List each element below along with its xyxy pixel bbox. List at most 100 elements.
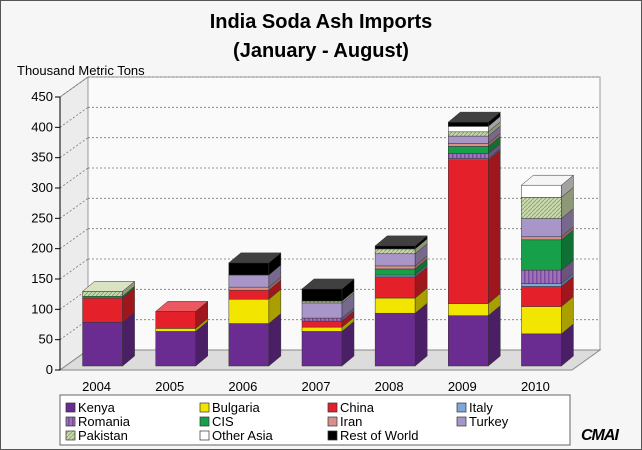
bar-segment xyxy=(228,264,282,288)
legend-item: Turkey xyxy=(456,414,509,429)
legend-label: Bulgaria xyxy=(212,400,260,415)
bar-segment-front xyxy=(448,153,489,159)
legend-swatch xyxy=(327,430,338,441)
bars xyxy=(81,111,575,367)
x-axis: 2004 2005 2006 2007 2008 2009 2010 xyxy=(82,379,550,394)
bar-top xyxy=(447,111,501,123)
chart-title: India Soda Ash Imports xyxy=(210,11,433,33)
y-tick-label: 400 xyxy=(31,119,53,134)
bar-top xyxy=(155,301,209,312)
legend-label: CIS xyxy=(212,414,234,429)
x-tick-label: 2009 xyxy=(448,379,477,394)
bar-top xyxy=(81,281,136,292)
y-tick-label: 0 xyxy=(46,362,53,377)
bar-segment xyxy=(301,292,355,319)
y-axis: 0 50 100 150 200 250 300 350 400 450 xyxy=(31,89,61,377)
bar-segment-front xyxy=(82,291,123,297)
bar-segment-front xyxy=(448,135,489,144)
bar-segment xyxy=(374,266,428,299)
legend-label: Iran xyxy=(340,414,362,429)
bar-segment-front xyxy=(374,312,416,367)
bar-segment xyxy=(155,320,208,367)
bar-segment-front xyxy=(82,295,123,299)
bar-segment-front xyxy=(374,268,416,276)
bar-segment-front xyxy=(374,248,416,255)
bar-segment-front xyxy=(228,323,270,367)
bar-segment-front xyxy=(521,286,562,307)
legend-label: Kenya xyxy=(78,400,116,415)
gridline-depth xyxy=(59,258,89,280)
x-tick-label: 2006 xyxy=(228,379,257,394)
legend-swatch xyxy=(65,402,76,413)
gridline-depth xyxy=(59,137,89,158)
bar-segment-front xyxy=(448,146,489,154)
y-tick-label: 100 xyxy=(31,301,53,316)
legend-label: Italy xyxy=(469,400,493,415)
y-tick-label: 150 xyxy=(31,271,53,286)
x-tick-label: 2005 xyxy=(155,379,184,394)
bar-segment xyxy=(82,287,135,323)
bar-segment-front xyxy=(521,306,562,335)
legend-box xyxy=(59,394,571,446)
bar-segment-front xyxy=(374,265,416,270)
legend-swatch xyxy=(456,402,467,413)
bar-segment xyxy=(374,235,428,250)
bar-segment-front xyxy=(374,276,416,299)
bar-segment-front xyxy=(448,126,489,133)
bar-segment-front xyxy=(448,143,489,147)
bar-segment-front xyxy=(155,331,196,367)
bar-segment-front xyxy=(521,184,562,198)
x-tick-label: 2007 xyxy=(302,379,331,394)
bar-segment-front xyxy=(155,328,196,332)
bar-segment-front xyxy=(301,317,343,322)
legend-label: Turkey xyxy=(469,414,509,429)
legend-item: Bulgaria xyxy=(199,400,260,415)
x-tick-label: 2008 xyxy=(375,379,404,394)
legend-item: Iran xyxy=(327,414,362,429)
bar-segment-front xyxy=(301,302,343,319)
bar-segment-side xyxy=(414,302,428,367)
bar-segment-front xyxy=(374,297,416,314)
bar-segment xyxy=(155,300,209,329)
bar-segment-front xyxy=(228,299,270,324)
bar-segment xyxy=(447,111,501,127)
legend-swatch xyxy=(65,430,76,441)
bar-segment-front xyxy=(301,326,343,332)
bar-segment xyxy=(374,287,428,314)
bar-top xyxy=(520,174,575,186)
bar-segment xyxy=(521,259,574,285)
bar-segment xyxy=(228,312,282,367)
legend-swatch xyxy=(199,416,210,427)
legend-label: China xyxy=(340,400,375,415)
y-tick-label: 50 xyxy=(39,332,53,347)
bar-segment-front xyxy=(521,269,562,284)
bar-segment-front xyxy=(228,286,270,291)
bar-segment-front xyxy=(374,245,416,250)
legend-swatch xyxy=(327,402,338,413)
legend: Kenya Bulgaria China Italy Romania CIS Iran Tur… xyxy=(65,400,509,443)
gridline-depth xyxy=(59,167,89,189)
gridline-depth xyxy=(59,198,89,219)
x-tick-label: 2004 xyxy=(82,379,111,394)
bar-segment-front xyxy=(82,322,123,367)
legend-label: Other Asia xyxy=(212,428,273,443)
legend-swatch xyxy=(199,402,210,413)
bar-segment-side xyxy=(488,149,501,305)
bar-segment-front xyxy=(301,331,343,367)
legend-swatch xyxy=(65,416,76,427)
y-tick-label: 200 xyxy=(31,241,53,256)
bar-segment-front xyxy=(374,274,416,278)
bar-segment-front xyxy=(448,303,489,316)
bar-top xyxy=(228,252,282,264)
legend-swatch xyxy=(199,430,210,441)
gridline-depth xyxy=(59,76,89,98)
bar-segment xyxy=(521,323,574,367)
bar-segment xyxy=(81,280,136,297)
bar-top xyxy=(374,235,428,247)
bar-segment-front xyxy=(228,262,270,276)
bar-segment xyxy=(374,243,428,267)
bar-segment-front xyxy=(521,283,562,287)
bar-segment-front xyxy=(448,159,489,304)
legend-item: Other Asia xyxy=(199,428,273,443)
